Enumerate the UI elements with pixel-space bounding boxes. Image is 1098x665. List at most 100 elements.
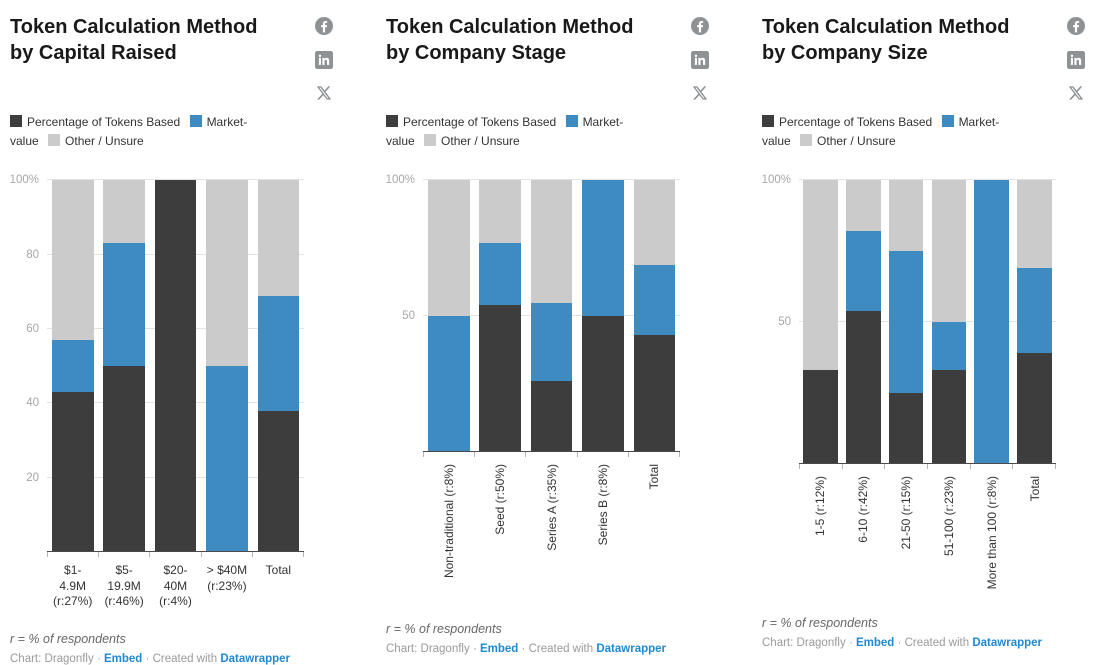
x-share-button[interactable] — [692, 85, 708, 101]
bar-segment — [931, 180, 967, 323]
bar-column — [577, 180, 628, 453]
legend-item: Market-value — [386, 115, 624, 148]
datawrapper-link[interactable]: Datawrapper — [220, 653, 291, 665]
linkedin-share-button[interactable] — [691, 51, 709, 69]
bar-column — [927, 180, 970, 465]
linkedin-icon — [315, 51, 333, 69]
chart-header: Token Calculation Method by Company Stag… — [386, 14, 710, 101]
bar-segment — [206, 180, 248, 367]
legend-swatch — [565, 115, 578, 127]
bar-segment — [633, 180, 676, 265]
legend: Percentage of Tokens Based Market-value … — [10, 113, 260, 150]
axis-tick — [251, 552, 305, 558]
plot-wrap: 100% 50 Non-traditional (r:8%) Seed (r:50%… — [386, 174, 681, 609]
chart-card-company-stage: Token Calculation Method by Company Stag… — [386, 14, 710, 665]
bar-segment — [530, 180, 573, 303]
legend-item: Other / Unsure — [800, 133, 896, 148]
bar-column — [629, 180, 680, 453]
bar-segment — [845, 180, 881, 232]
stacked-bar — [103, 180, 145, 553]
embed-link[interactable]: Embed — [103, 653, 143, 665]
bar-column — [253, 180, 304, 553]
datawrapper-link[interactable]: Datawrapper — [596, 643, 667, 656]
axis-tick — [98, 552, 149, 558]
bar-segment — [427, 180, 470, 317]
axis-tick — [927, 464, 970, 470]
bar-segment — [257, 295, 300, 411]
credit-line: Chart: Dragonfly · Embed · Created with … — [762, 637, 1086, 649]
credit-line: Chart: Dragonfly · Embed · Created with … — [386, 643, 710, 655]
bar-segment — [845, 231, 881, 311]
stacked-bar — [257, 180, 300, 553]
x-icon — [1068, 86, 1084, 100]
charts-page: Token Calculation Method by Capital Rais… — [10, 14, 1086, 665]
axis-tick — [841, 464, 885, 470]
axis-tick — [474, 452, 525, 458]
x-axis-label: Non-traditional (r:8%) — [441, 464, 456, 579]
credit-created-with: Created with — [528, 643, 594, 656]
share-toolbar — [690, 14, 710, 101]
stacked-bar — [974, 180, 1010, 465]
facebook-icon — [315, 17, 333, 35]
tick-row — [799, 464, 1057, 470]
x-axis-label: Seed (r:50%) — [493, 464, 508, 535]
share-toolbar — [1066, 14, 1086, 101]
stacked-bar — [931, 180, 967, 465]
bar-segment — [51, 392, 94, 553]
bar-segment — [530, 381, 573, 453]
stacked-bar — [888, 180, 924, 465]
share-toolbar — [314, 14, 334, 101]
bar-column — [970, 180, 1013, 465]
respondents-note: r = % of respondents — [762, 616, 878, 631]
gridline — [47, 179, 304, 181]
legend-item: Market-value — [10, 115, 248, 148]
axis-tick — [423, 452, 474, 458]
tick-row — [423, 452, 681, 458]
credit-separator: · — [145, 653, 150, 665]
datawrapper-link[interactable]: Datawrapper — [972, 637, 1043, 650]
x-axis-label: 1-5 (r:12%) — [813, 476, 828, 537]
axis-tick — [149, 552, 200, 558]
legend-item: Percentage of Tokens Based — [386, 115, 556, 129]
x-axis-label: 21-50 (r:15%) — [899, 476, 914, 550]
respondents-note: r = % of respondents — [10, 632, 126, 647]
plot-area: 100% 50 — [762, 174, 1056, 465]
legend-item: Market-value — [762, 115, 1000, 148]
legend-swatch — [941, 115, 954, 127]
bar-segment — [888, 393, 924, 465]
linkedin-share-button[interactable] — [315, 51, 333, 69]
y-axis-label: 50 — [402, 310, 415, 323]
stacked-bar — [530, 180, 573, 453]
x-share-button[interactable] — [1068, 85, 1084, 101]
axis-tick — [525, 452, 576, 458]
credit-created-with: Created with — [152, 653, 218, 665]
bar-segment — [479, 242, 521, 306]
bar-column — [47, 180, 98, 553]
gridline — [423, 179, 680, 181]
embed-link[interactable]: Embed — [855, 637, 895, 650]
bars — [423, 180, 680, 453]
y-axis-label: 100% — [385, 174, 415, 187]
linkedin-share-button[interactable] — [1067, 51, 1085, 69]
x-axis-label: > $40M (r:23%) — [206, 563, 248, 593]
credit-separator: · — [897, 637, 902, 650]
chart-title: Token Calculation Method by Company Stag… — [386, 16, 634, 64]
x-axis-label: 51-100 (r:23%) — [941, 476, 956, 557]
chart-header: Token Calculation Method by Capital Rais… — [10, 14, 334, 101]
x-axis-label: Total — [1027, 476, 1042, 502]
legend-swatch — [386, 115, 398, 127]
facebook-share-button[interactable] — [691, 17, 709, 35]
axis-tick — [884, 464, 927, 470]
bar-segment — [206, 366, 248, 553]
bar-segment — [888, 251, 924, 394]
bar-column — [885, 180, 928, 465]
gridline — [799, 321, 1056, 323]
facebook-share-button[interactable] — [315, 17, 333, 35]
x-axis-label: Total — [265, 563, 291, 578]
x-share-button[interactable] — [316, 85, 332, 101]
bar-segment — [427, 316, 470, 453]
bars — [47, 180, 304, 553]
y-axis-label: 20 — [26, 471, 39, 484]
facebook-share-button[interactable] — [1067, 17, 1085, 35]
embed-link[interactable]: Embed — [479, 643, 519, 656]
